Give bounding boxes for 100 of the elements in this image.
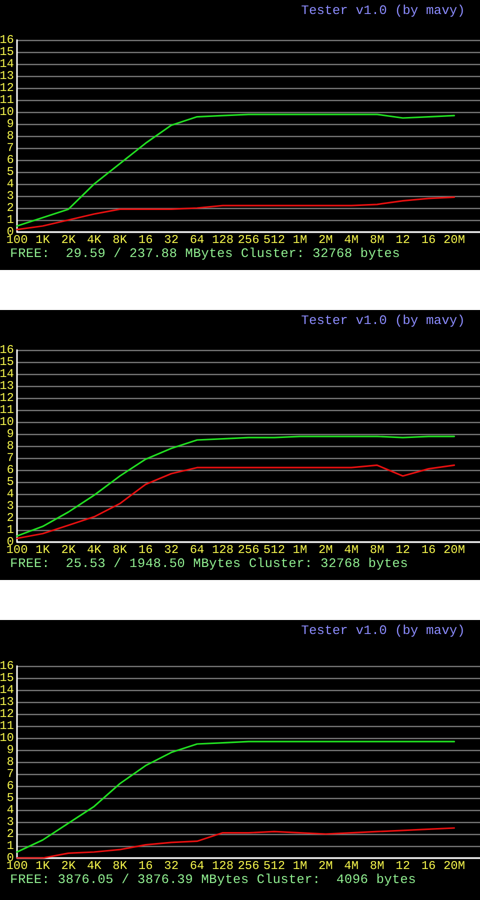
x-tick-label: 2M [318, 233, 333, 247]
chart-title: Tester v1.0 (by mavy) [301, 623, 465, 638]
y-tick-label: 16 [0, 659, 14, 673]
x-tick-label: 1M [292, 543, 308, 557]
y-tick-label: 8 [6, 755, 14, 769]
y-tick-label: 12 [0, 81, 14, 95]
x-tick-label: 128 [212, 233, 234, 247]
x-tick-label: 1M [292, 859, 308, 873]
x-tick-label: 128 [212, 543, 234, 557]
x-tick-label: 1M [292, 233, 308, 247]
y-tick-label: 9 [6, 427, 14, 441]
y-tick-label: 11 [0, 719, 14, 733]
x-tick-label: 16 [138, 543, 153, 557]
x-tick-label: 64 [190, 233, 204, 247]
text: FREE: 25.53 / 1948.50 MBytes Cluster: 32768 bytes [10, 556, 408, 571]
x-tick-label: 8M [370, 859, 384, 873]
y-tick-label: 7 [6, 141, 14, 155]
x-tick-label: 12 [396, 859, 410, 873]
x-tick-label: 128 [212, 859, 234, 873]
x-tick-label: 2K [61, 233, 76, 247]
x-tick-label: 1K [36, 543, 51, 557]
chart-title: Tester v1.0 (by mavy) [301, 3, 465, 18]
y-tick-label: 5 [6, 475, 14, 489]
line-series [16, 114, 456, 227]
x-tick-label: 20M [443, 543, 466, 557]
y-tick-label: 15 [0, 45, 14, 59]
y-tick-label: 10 [0, 415, 14, 429]
y-tick-label: 3 [6, 189, 14, 203]
x-tick-label: 8M [370, 233, 384, 247]
y-tick-label: 15 [0, 671, 14, 685]
x-tick-label: 2K [61, 543, 76, 557]
y-tick-label: 11 [0, 93, 14, 107]
y-tick-label: 14 [0, 57, 14, 71]
y-tick-label: 16 [0, 33, 14, 47]
y-tick-label: 6 [6, 779, 14, 793]
text: FREE: 29.59 / 237.88 MBytes Cluster: 32768 bytes [10, 246, 400, 261]
x-tick-label: 4M [344, 543, 359, 557]
x-tick-label: 8K [112, 233, 128, 247]
text: FREE: 3876.05 / 3876.39 MBytes Cluster: 4096 bytes [10, 872, 416, 887]
y-tick-label: 1 [6, 523, 14, 537]
y-tick-label: 9 [6, 743, 14, 757]
y-tick-label: 3 [6, 499, 14, 513]
chart-title: Tester v1.0 (by mavy) [301, 313, 465, 328]
x-tick-label: 12 [396, 543, 410, 557]
x-tick-label: 64 [190, 543, 204, 557]
x-tick-label: 8M [370, 543, 384, 557]
x-tick-label: 16 [421, 859, 436, 873]
y-tick-label: 12 [0, 391, 14, 405]
y-tick-label: 2 [6, 511, 14, 525]
x-tick-label: 1K [36, 859, 51, 873]
x-tick-label: 512 [263, 859, 286, 873]
y-tick-label: 15 [0, 355, 14, 369]
x-tick-label: 512 [263, 543, 286, 557]
x-tick-label: 4K [86, 543, 102, 557]
y-tick-label: 10 [0, 731, 14, 745]
x-tick-label: 4M [344, 859, 359, 873]
y-tick-label: 11 [0, 403, 14, 417]
y-tick-label: 7 [6, 767, 14, 781]
y-tick-label: 2 [6, 827, 14, 841]
y-tick-label: 5 [6, 165, 14, 179]
x-tick-label: 20M [443, 233, 466, 247]
x-tick-label: 512 [263, 233, 286, 247]
y-tick-label: 4 [6, 487, 14, 501]
line-series [16, 464, 456, 540]
x-tick-label: 20M [443, 859, 466, 873]
x-tick-label: 2M [318, 543, 333, 557]
y-tick-label: 13 [0, 69, 14, 83]
y-tick-label: 13 [0, 379, 14, 393]
line-series [16, 436, 456, 537]
y-tick-label: 13 [0, 695, 14, 709]
x-tick-label: 4M [344, 233, 359, 247]
x-tick-label: 12 [396, 233, 410, 247]
y-tick-label: 6 [6, 153, 14, 167]
x-tick-label: 64 [190, 859, 204, 873]
y-tick-label: 9 [6, 117, 14, 131]
line-series [16, 827, 456, 859]
y-tick-label: 4 [6, 177, 14, 191]
x-tick-label: 256 [238, 543, 260, 557]
line-series [16, 196, 456, 230]
y-tick-label: 16 [0, 343, 14, 357]
x-tick-label: 16 [138, 233, 153, 247]
y-tick-label: 12 [0, 707, 14, 721]
y-tick-label: 14 [0, 683, 14, 697]
x-tick-label: 32 [164, 543, 179, 557]
y-tick-label: 10 [0, 105, 14, 119]
x-tick-label: 2M [318, 859, 333, 873]
x-tick-label: 16 [138, 859, 153, 873]
x-tick-label: 2K [61, 859, 76, 873]
x-tick-label: 256 [238, 859, 260, 873]
y-tick-label: 7 [6, 451, 14, 465]
x-tick-label: 32 [164, 233, 179, 247]
y-tick-label: 5 [6, 791, 14, 805]
y-tick-label: 2 [6, 201, 14, 215]
y-tick-label: 8 [6, 439, 14, 453]
y-tick-label: 14 [0, 367, 14, 381]
x-tick-label: 4K [86, 233, 102, 247]
y-tick-label: 1 [6, 213, 14, 227]
x-tick-label: 8K [112, 543, 128, 557]
x-tick-label: 4K [86, 859, 102, 873]
x-tick-label: 32 [164, 859, 179, 873]
